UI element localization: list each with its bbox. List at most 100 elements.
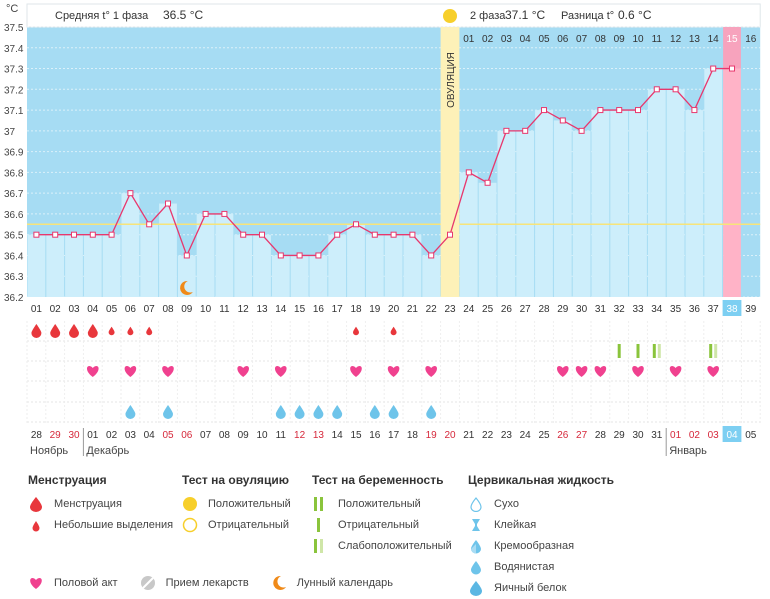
legend-pregnancy-test: Тест на беременность Положительный Отриц…	[312, 473, 452, 556]
temperature-point	[672, 86, 679, 93]
heart-icon	[594, 366, 607, 377]
heart-icon	[162, 366, 174, 377]
menstruation-drop-icon	[146, 326, 153, 336]
drop-big-icon	[28, 496, 46, 512]
phase2-day-label: 04	[520, 34, 532, 45]
date-label: 20	[444, 430, 456, 441]
temperature-bar	[516, 130, 535, 297]
y-tick-label: 36.3	[4, 272, 24, 283]
moon-icon	[180, 280, 193, 295]
cycle-day-label: 12	[238, 304, 250, 315]
temperature-point	[390, 231, 397, 238]
cycle-day-label: 25	[482, 304, 494, 315]
phase2-day-label: 14	[708, 34, 720, 45]
date-label: 29	[614, 430, 626, 441]
cycle-day-label: 15	[294, 304, 306, 315]
date-label: 30	[632, 430, 644, 441]
menstruation-drop-icon	[87, 324, 98, 338]
cervical-fluid-icon	[125, 405, 136, 419]
bbt-chart: °C ОВУЛЯЦИЯ 37.5 37.4 37.3 37.2 37.1 37 36.9 36…	[4, 3, 761, 457]
phase2-day-label: 09	[614, 34, 626, 45]
menstruation-drop-icon	[390, 326, 397, 336]
cycle-day-label: 02	[50, 304, 62, 315]
y-tick-label: 36.2	[4, 293, 24, 304]
temperature-bar	[647, 89, 666, 297]
legend-item: Положительный	[312, 493, 452, 514]
legend-title: Тест на беременность	[312, 473, 444, 487]
pregnancy-test-icon	[657, 344, 661, 358]
month-label: Декабрь	[86, 445, 129, 457]
drop-small-icon	[28, 517, 46, 533]
temperature-point	[653, 86, 660, 93]
y-tick-label: 36.5	[4, 231, 24, 242]
legend-item: Положительный	[182, 493, 291, 514]
legend-ovulation-test: Тест на овуляцию Положительный Отрицател…	[182, 473, 291, 535]
phase2-day-label: 16	[745, 34, 757, 45]
temperature-point	[33, 231, 40, 238]
temperature-point	[259, 231, 265, 238]
temperature-bar	[65, 234, 83, 297]
temperature-bar	[535, 110, 553, 297]
temperature-bar	[553, 120, 572, 297]
temperature-bar	[46, 234, 65, 297]
date-label: 09	[238, 430, 250, 441]
temperature-bar	[328, 234, 347, 297]
legend-item: Слабоположительный	[312, 535, 452, 556]
temperature-point	[559, 117, 566, 124]
temperature-point	[108, 231, 115, 238]
cycle-day-label: 34	[651, 304, 663, 315]
date-label: 01	[87, 430, 99, 441]
temperature-bar	[685, 110, 704, 297]
cycle-day-label: 30	[576, 304, 588, 315]
legend-cervical-fluid: Цервикальная жидкость Сухо Клейкая Кремо…	[468, 473, 614, 598]
legend-item: Менструация	[28, 493, 173, 514]
temperature-bar	[83, 234, 102, 297]
heart-icon	[124, 366, 137, 377]
cycle-day-label: 24	[463, 304, 475, 315]
date-label: 06	[181, 430, 193, 441]
temperature-point	[503, 127, 510, 134]
temperature-bar	[723, 68, 741, 298]
legend-item: Отрицательный	[312, 514, 452, 535]
pregnancy-test-icon	[714, 344, 718, 358]
phase2-day-label: 13	[689, 34, 701, 45]
creamy-icon	[468, 538, 486, 554]
temperature-bar	[215, 213, 234, 297]
temperature-bar	[253, 234, 271, 297]
temperature-point	[334, 231, 341, 238]
temperature-bar	[459, 172, 478, 297]
heart-icon	[275, 366, 287, 377]
temperature-bar	[666, 89, 685, 297]
test-weak-positive-icon	[312, 538, 330, 554]
y-tick-label: 36.4	[4, 251, 24, 262]
cycle-day-label: 09	[181, 304, 193, 315]
phase2-day-label: 07	[576, 34, 588, 45]
temperature-bar	[591, 110, 610, 297]
temperature-line	[36, 67, 732, 258]
date-label: 18	[407, 430, 419, 441]
ovulation-sun-icon	[443, 9, 457, 23]
test-negative-icon	[312, 517, 330, 533]
phase2-day-label: 11	[652, 34, 663, 45]
legend-title: Менструация	[28, 473, 107, 487]
temperature-bar	[629, 110, 647, 297]
cervical-fluid-icon	[426, 405, 437, 419]
date-label: 26	[557, 430, 569, 441]
y-tick-label: 36.6	[4, 210, 24, 221]
temperature-point	[522, 127, 529, 134]
temperature-point	[165, 200, 171, 207]
temperature-bar	[121, 193, 140, 297]
date-label: 22	[482, 430, 494, 441]
heart-icon	[387, 366, 400, 377]
temperature-bar	[422, 255, 441, 297]
temperature-point	[409, 231, 416, 238]
y-tick-label: 37.1	[4, 106, 24, 117]
y-tick-label: 36.8	[4, 168, 24, 179]
phase2-label: 2 фаза	[470, 10, 506, 22]
legend-item: Кремообразная	[468, 535, 614, 556]
legend-title: Тест на овуляцию	[182, 473, 289, 487]
date-label: 07	[200, 430, 212, 441]
heart-icon	[707, 366, 719, 377]
temperature-bar	[572, 130, 591, 297]
temperature-bar	[271, 255, 290, 297]
